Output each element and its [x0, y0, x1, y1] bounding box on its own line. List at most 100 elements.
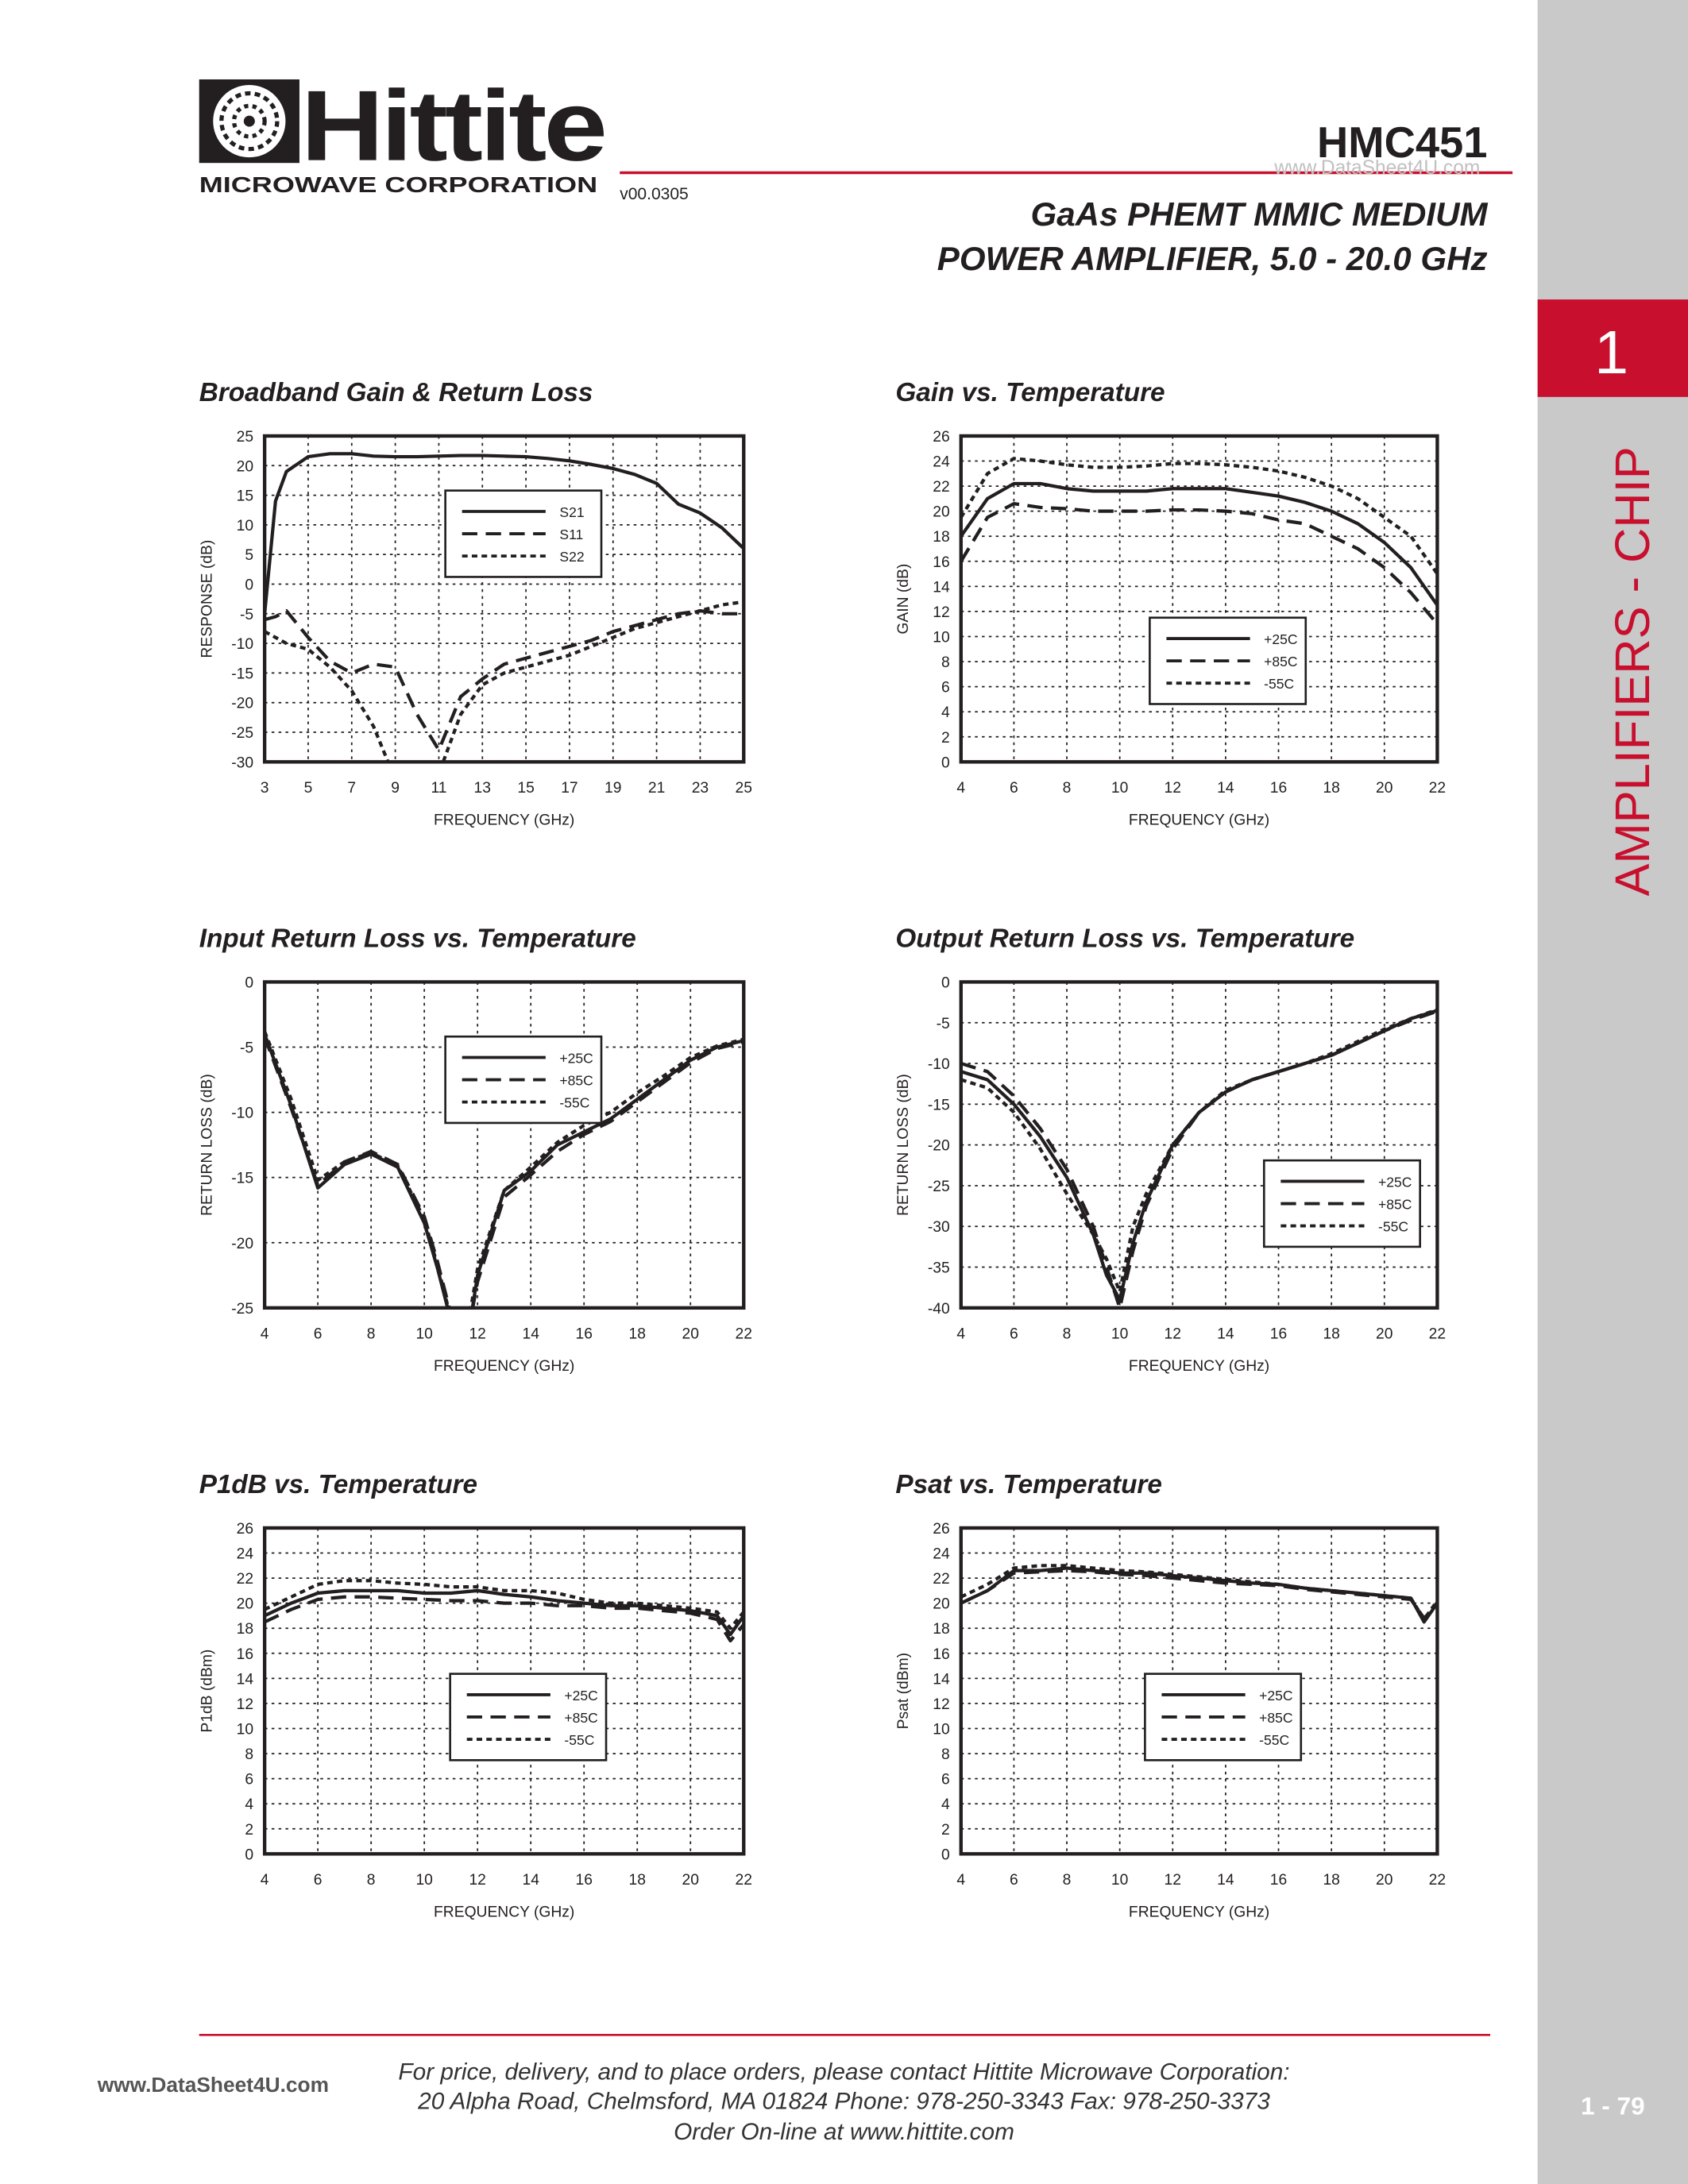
series-line	[265, 1588, 744, 1637]
x-tick-label: 22	[1429, 1872, 1446, 1889]
plot-area	[265, 1031, 744, 1308]
y-tick-label: 0	[941, 974, 950, 991]
y-axis-label: RETURN LOSS (dB)	[895, 1074, 912, 1216]
x-tick-label: 22	[736, 1872, 752, 1889]
series-line	[265, 1595, 744, 1643]
plot-frame	[959, 434, 1439, 764]
x-tick-label: 12	[1165, 1872, 1181, 1889]
y-tick-label: 8	[941, 654, 950, 671]
legend-label: -55C	[1378, 1219, 1408, 1235]
y-tick-label: 10	[237, 1722, 253, 1738]
y-tick-label: 15	[237, 488, 253, 505]
logo-emblem	[199, 79, 299, 164]
legend-label: +25C	[1259, 1688, 1292, 1704]
y-tick-label: 24	[237, 1546, 254, 1563]
chart: Broadband Gain & Return Loss -30 -25 -20 -15…	[199, 378, 752, 828]
legend: +25C +85C -55C	[449, 1673, 608, 1761]
y-tick-label: 0	[245, 1846, 253, 1863]
y-tick-label: 6	[941, 1772, 950, 1788]
y-tick-label: 10	[933, 630, 949, 646]
legend-label: S21	[559, 504, 584, 520]
x-tick-label: 20	[1376, 780, 1393, 797]
legend-label: -55C	[1264, 676, 1294, 692]
x-tick-label: 18	[629, 1872, 646, 1889]
x-tick-label: 16	[1270, 1872, 1287, 1889]
series-line	[265, 600, 744, 762]
x-tick-label: 8	[1063, 780, 1072, 797]
plot-area	[960, 1564, 1438, 1624]
y-tick-label: 4	[941, 1796, 950, 1813]
legend-label: +85C	[1259, 1710, 1292, 1726]
y-tick-label: 10	[933, 1722, 949, 1738]
x-tick-label: 4	[956, 1325, 965, 1342]
x-axis-label: FREQUENCY (GHz)	[434, 1358, 574, 1375]
series-line	[960, 457, 1438, 575]
page-number: 1 - 79	[1581, 2091, 1645, 2120]
x-tick-label: 8	[367, 1325, 376, 1342]
series-line	[265, 1033, 744, 1308]
series-line	[265, 608, 744, 752]
section-number: 1	[1594, 318, 1628, 387]
x-axis-label: FREQUENCY (GHz)	[434, 1904, 574, 1920]
x-tick-label: 20	[1376, 1325, 1393, 1342]
x-tick-label: 6	[1010, 780, 1018, 797]
y-tick-label: 2	[245, 1822, 253, 1839]
x-tick-label: 12	[1165, 780, 1181, 797]
y-tick-label: 24	[933, 1546, 950, 1563]
x-tick-label: 18	[1323, 1325, 1339, 1342]
y-tick-label: 12	[237, 1696, 253, 1713]
y-axis-label: RESPONSE (dB)	[199, 540, 216, 658]
chart: P1dB vs. Temperature02468101214161820222…	[199, 1470, 752, 1920]
x-tick-label: 4	[956, 780, 965, 797]
y-tick-label: -35	[928, 1260, 950, 1277]
x-tick-label: 12	[1165, 1325, 1181, 1342]
logo-text: Hittite	[301, 70, 605, 182]
series-line	[960, 1008, 1438, 1294]
plot-frame	[959, 980, 1439, 1310]
x-tick-label: 4	[261, 1325, 269, 1342]
y-tick-label: 24	[933, 454, 950, 471]
legend-label: +85C	[564, 1710, 597, 1726]
series-line	[960, 1009, 1438, 1308]
part-number: HMC451	[1317, 118, 1487, 167]
y-tick-label: 14	[237, 1671, 254, 1688]
chart: Psat vs. Temperature02468101214161820222…	[895, 1470, 1446, 1920]
logo-subtitle: MICROWAVE CORPORATION	[199, 172, 597, 197]
legend-label: +25C	[564, 1688, 597, 1704]
y-tick-label: 18	[237, 1621, 253, 1638]
y-tick-label: -15	[231, 666, 253, 682]
legend-label: +85C	[1378, 1197, 1412, 1213]
y-tick-label: -40	[928, 1301, 950, 1318]
y-tick-label: 14	[933, 579, 950, 596]
x-tick-label: 10	[415, 1325, 432, 1342]
y-tick-label: 25	[237, 429, 253, 446]
x-tick-label: 25	[736, 780, 752, 797]
x-axis-label: FREQUENCY (GHz)	[1129, 1358, 1269, 1375]
y-tick-label: 16	[933, 1646, 949, 1663]
y-tick-label: -5	[937, 1016, 950, 1032]
x-tick-label: 14	[522, 1872, 539, 1889]
x-tick-label: 5	[304, 780, 313, 797]
x-tick-label: 3	[261, 780, 269, 797]
x-tick-label: 16	[1270, 780, 1287, 797]
x-tick-label: 17	[561, 780, 577, 797]
y-tick-label: -20	[231, 696, 253, 712]
y-tick-label: 22	[237, 1571, 253, 1588]
y-tick-label: 16	[237, 1646, 253, 1663]
legend-label: -55C	[1259, 1732, 1289, 1748]
y-tick-label: 16	[933, 554, 949, 571]
x-tick-label: 22	[1429, 780, 1446, 797]
y-axis-label: P1dB (dBm)	[199, 1650, 216, 1733]
title-line: GaAs PHEMT MMIC MEDIUM	[1031, 195, 1489, 233]
chart-title: P1dB vs. Temperature	[199, 1470, 477, 1499]
y-axis-label: RETURN LOSS (dB)	[199, 1074, 216, 1216]
y-tick-label: -10	[928, 1056, 950, 1073]
x-tick-label: 11	[431, 780, 446, 797]
x-tick-label: 8	[367, 1872, 376, 1889]
x-tick-label: 13	[474, 780, 491, 797]
x-tick-label: 6	[314, 1325, 323, 1342]
footer-text: Order On-line at www.hittite.com	[674, 2119, 1014, 2145]
series-line	[960, 1569, 1438, 1620]
y-tick-label: 2	[941, 730, 950, 747]
x-tick-label: 6	[1010, 1325, 1018, 1342]
